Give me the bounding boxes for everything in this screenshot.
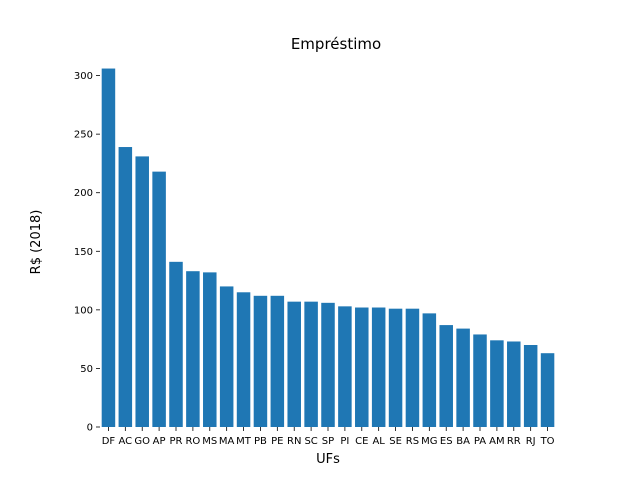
bar-sc bbox=[304, 301, 318, 427]
bar-sp bbox=[321, 302, 335, 427]
x-axis: DF AC GO AP PR RO MS MA MT PB PE RN SC SP PI CE AL SE RS MG… bbox=[102, 427, 555, 447]
x-tick-label: PR bbox=[170, 436, 183, 447]
x-tick-label: MA bbox=[219, 436, 235, 447]
bar-mt bbox=[236, 292, 251, 427]
bar-ro bbox=[186, 271, 200, 427]
x-tick-label: RS bbox=[406, 436, 419, 447]
y-tick-label: 0 bbox=[87, 423, 93, 434]
y-tick-label: 250 bbox=[74, 130, 93, 141]
bar-pe bbox=[270, 295, 285, 427]
y-tick-label: 300 bbox=[74, 71, 93, 82]
x-tick-label: RR bbox=[507, 436, 521, 447]
x-tick-label: MG bbox=[421, 436, 437, 447]
x-tick-label: RN bbox=[287, 436, 301, 447]
bar-rr bbox=[507, 341, 521, 427]
x-tick-label: AC bbox=[119, 436, 133, 447]
bar-ms bbox=[203, 272, 217, 427]
bar-go bbox=[135, 156, 149, 427]
bar-rs bbox=[405, 308, 420, 427]
y-tick-label: 150 bbox=[74, 247, 93, 258]
bar-rn bbox=[287, 301, 301, 427]
x-tick-label: MS bbox=[202, 436, 217, 447]
bar-mg bbox=[422, 313, 437, 427]
bar-ma bbox=[219, 286, 234, 427]
bars-group bbox=[101, 68, 555, 428]
x-tick-label: TO bbox=[540, 436, 555, 447]
x-tick-label: AP bbox=[153, 436, 166, 447]
x-tick-label: RJ bbox=[526, 436, 536, 447]
y-tick-label: 50 bbox=[80, 364, 93, 375]
chart-title: Empréstimo bbox=[291, 35, 381, 53]
bar-pb bbox=[253, 295, 268, 427]
x-tick-label: GO bbox=[134, 436, 150, 447]
x-tick-label: SP bbox=[322, 436, 334, 447]
bar-al bbox=[371, 307, 386, 427]
x-axis-label: UFs bbox=[316, 452, 340, 467]
x-tick-label: MT bbox=[236, 436, 252, 447]
x-tick-label: PA bbox=[474, 436, 486, 447]
x-tick-label: BA bbox=[456, 436, 470, 447]
bar-se bbox=[388, 308, 403, 427]
x-tick-label: AL bbox=[372, 436, 385, 447]
bar-ap bbox=[152, 171, 166, 427]
x-tick-label: ES bbox=[440, 436, 453, 447]
bar-am bbox=[490, 340, 504, 427]
x-tick-label: PI bbox=[340, 436, 349, 447]
bar-ac bbox=[118, 147, 133, 427]
bar-rj bbox=[523, 345, 538, 427]
x-tick-label: AM bbox=[489, 436, 504, 447]
y-axis-label: R$ (2018) bbox=[29, 210, 44, 275]
bar-es bbox=[439, 325, 453, 427]
y-tick-label: 200 bbox=[74, 188, 93, 199]
x-tick-label: CE bbox=[355, 436, 368, 447]
x-tick-label: RO bbox=[185, 436, 200, 447]
bar-df bbox=[101, 68, 116, 428]
x-tick-label: SC bbox=[304, 436, 317, 447]
y-tick-label: 100 bbox=[74, 305, 93, 316]
y-axis: 0 50 100 150 200 250 300 bbox=[74, 71, 100, 434]
bar-pi bbox=[338, 306, 352, 427]
x-tick-label: DF bbox=[102, 436, 116, 447]
bar-ce bbox=[355, 307, 369, 427]
x-tick-label: SE bbox=[389, 436, 402, 447]
bar-ba bbox=[456, 328, 470, 427]
x-tick-label: PB bbox=[254, 436, 267, 447]
bar-pr bbox=[169, 261, 183, 427]
bar-to bbox=[540, 353, 555, 427]
bar-pa bbox=[473, 334, 487, 427]
x-tick-label: PE bbox=[271, 436, 283, 447]
